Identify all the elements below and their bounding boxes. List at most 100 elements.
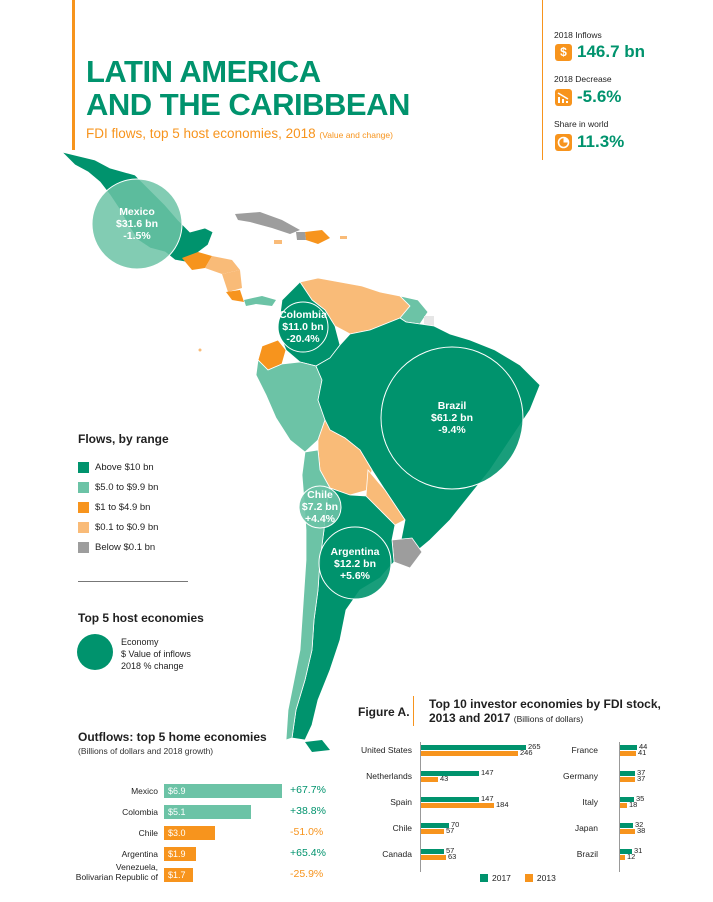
legend-swatch [78, 482, 89, 493]
investor-bar-2017 [421, 849, 444, 854]
investor-label: United States [360, 745, 412, 755]
legend-item-01to09: $0.1 to $0.9 bn [78, 522, 158, 533]
investor-value-2017: 265 [528, 742, 541, 751]
bubble-label-argentina: Argentina $12.2 bn +5.6% [330, 546, 380, 582]
page-subtitle: FDI flows, top 5 host economies, 2018 (V… [86, 126, 393, 141]
outflow-bar: $6.9 [164, 784, 282, 798]
investor-bar-2017 [421, 771, 479, 776]
investor-bar-2013 [620, 829, 635, 834]
title-accent-bar [72, 0, 75, 150]
map-tierra-del-fuego [305, 740, 330, 752]
stat-share-value: 11.3% [577, 132, 625, 151]
map-guatemala [182, 252, 212, 270]
investor-label: Chile [392, 823, 412, 833]
map-jamaica [274, 240, 282, 244]
figure-a-label: Figure A. [358, 705, 410, 719]
investor-axis [619, 742, 620, 872]
legend-item-below01: Below $0.1 bn [78, 542, 155, 553]
investor-value-2017: 31 [634, 846, 643, 855]
map-french-guiana [424, 316, 434, 326]
investor-label: Brazil [576, 849, 598, 859]
outflows-subtitle: (Billions of dollars and 2018 growth) [78, 746, 214, 756]
investor-value-2013: 18 [629, 800, 638, 809]
bubble-argentina [318, 526, 392, 600]
investor-value-2013: 57 [446, 826, 455, 835]
outflow-bar: $1.9 [164, 847, 196, 861]
outflows-title: Outflows: top 5 home economies [78, 730, 267, 744]
investor-bar-2013 [421, 751, 518, 756]
legend-swatch [78, 502, 89, 513]
investor-value-2017: 147 [481, 768, 494, 777]
legend-swatch [78, 462, 89, 473]
bubble-label-mexico: Mexico $31.6 bn -1.5% [115, 206, 159, 242]
map-costa-rica [226, 290, 244, 302]
bubble-label-brazil: Brazil $61.2 bn -9.4% [430, 400, 474, 436]
investor-value-2013: 41 [638, 748, 647, 757]
investor-bar-2017 [421, 745, 526, 750]
outflow-label: Mexico [131, 786, 158, 796]
stat-decrease-value: -5.6% [577, 87, 622, 106]
outflow-growth: +67.7% [290, 784, 326, 796]
dollar-icon: $ [555, 44, 572, 61]
investor-value-2013: 43 [440, 774, 449, 783]
legend-swatch [78, 542, 89, 553]
map-galapagos [198, 348, 202, 352]
investor-bar-2017 [620, 771, 635, 776]
bubble-brazil [380, 346, 524, 490]
outflow-label: Venezuela, Bolivarian Republic of [75, 862, 158, 882]
figure-a-legend: 2017 2013 [480, 873, 556, 883]
investor-label: Japan [574, 823, 598, 833]
investor-value-2017: 37 [637, 768, 646, 777]
stat-share-label: Share in world [554, 119, 609, 129]
stat-inflows-label: 2018 Inflows [554, 30, 602, 40]
investor-label: Italy [582, 797, 598, 807]
map-haiti [296, 232, 306, 240]
investor-value-2017: 44 [639, 742, 648, 751]
legend-item-above10: Above $10 bn [78, 462, 154, 473]
investor-bar-2017 [421, 797, 479, 802]
stat-decrease-label: 2018 Decrease [554, 74, 612, 84]
map-panama [244, 296, 276, 306]
investor-bar-2017 [620, 797, 634, 802]
investor-bar-2013 [620, 855, 625, 860]
investor-bar-2013 [421, 777, 438, 782]
legend-2017: 2017 [480, 873, 511, 883]
outflow-bar: $3.0 [164, 826, 215, 840]
investor-label: Germany [563, 771, 598, 781]
investor-value-2017: 57 [446, 846, 455, 855]
investor-label: Spain [390, 797, 412, 807]
investor-bar-2013 [421, 829, 444, 834]
outflow-growth: -51.0% [290, 826, 324, 838]
legend-2013: 2013 [524, 873, 556, 883]
top5-key-title: Top 5 host economies [78, 611, 204, 625]
top5-key-text: Economy $ Value of inflows 2018 % change [121, 637, 191, 671]
bubble-label-chile: Chile $7.2 bn +4.4% [301, 489, 339, 525]
investor-bar-2013 [620, 751, 636, 756]
map-nicaragua [222, 270, 242, 292]
investor-bar-2013 [421, 803, 494, 808]
investor-bar-2017 [421, 823, 449, 828]
map-bolivia [317, 418, 373, 496]
bubble-label-colombia: Colombia $11.0 bn -20.4% [279, 309, 327, 345]
investor-bar-2017 [620, 849, 632, 854]
investor-bar-2013 [421, 855, 446, 860]
stats-divider [542, 0, 543, 160]
outflow-growth: +38.8% [290, 805, 326, 817]
legend-swatch [78, 522, 89, 533]
investor-label: France [571, 745, 598, 755]
outflow-label: Colombia [122, 807, 158, 817]
top5-key-circle [77, 634, 113, 670]
investor-value-2013: 63 [448, 852, 457, 861]
map-cuba [235, 212, 300, 234]
map-peru [255, 359, 326, 453]
legend-title: Flows, by range [78, 432, 169, 446]
bubble-colombia [277, 301, 329, 353]
outflow-growth: +65.4% [290, 847, 326, 859]
investor-bar-2013 [620, 777, 635, 782]
outflow-label: Chile [138, 828, 158, 838]
investor-label: Canada [382, 849, 412, 859]
legend-item-1to4: $1 to $4.9 bn [78, 502, 150, 513]
page-title: LATIN AMERICA AND THE CARIBBEAN [86, 54, 410, 122]
investor-bar-2017 [620, 823, 633, 828]
